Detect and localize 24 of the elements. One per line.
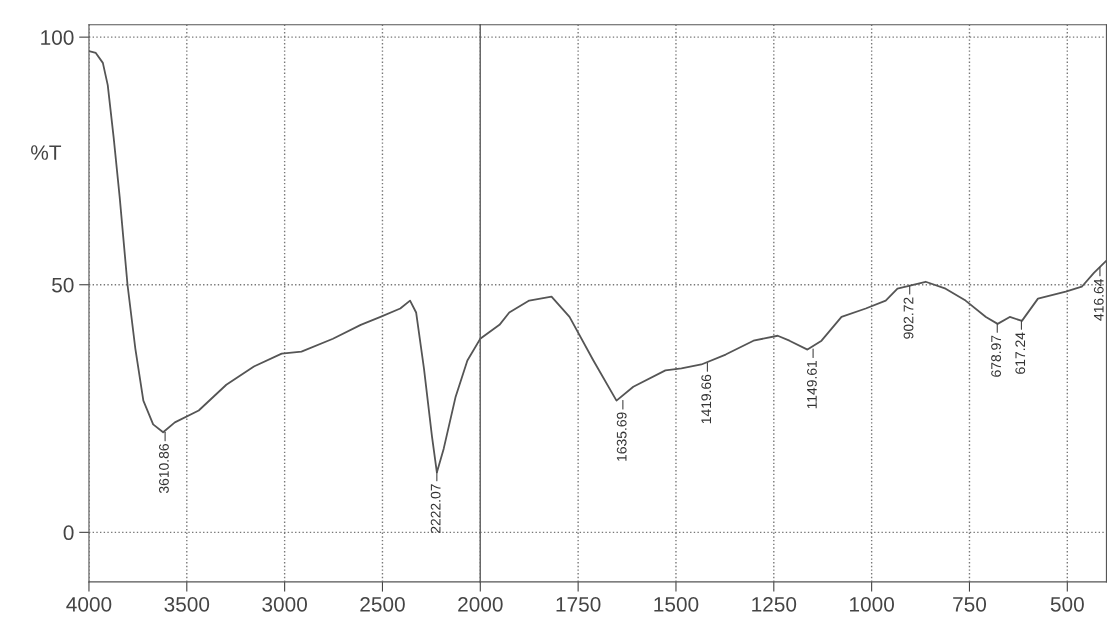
annotation: 3610.86 (159, 444, 169, 494)
x-tick-label: 4000 (66, 596, 112, 612)
annotation: 416.64 (1093, 278, 1104, 321)
x-tick-label: 500 (1050, 596, 1084, 612)
x-tick-label: 3000 (262, 596, 307, 612)
annotation: 1635.69 (616, 412, 627, 461)
annotation: 617.24 (1015, 332, 1026, 374)
annotation: 678.97 (991, 335, 1001, 377)
annotation: 1419.66 (701, 374, 712, 424)
x-tick-label: 750 (953, 596, 987, 612)
x-tick-label: 1500 (654, 596, 699, 612)
annotation: 902.72 (903, 297, 914, 339)
y-tick-label: 100 (41, 30, 74, 45)
x-tick-label: 1250 (752, 596, 797, 612)
annotation: 2222.07 (430, 484, 441, 534)
x-tick-label: 3500 (164, 596, 210, 612)
x-tick-label: 2500 (360, 596, 405, 612)
y-axis-title: %T (31, 145, 62, 160)
x-tick-label: 2000 (458, 596, 503, 612)
y-tick-label: 50 (52, 277, 74, 293)
x-tick-label: 1750 (556, 596, 601, 612)
y-tick-label: 0 (63, 525, 74, 541)
x-tick-label: 1000 (850, 596, 894, 612)
annotation: 1149.61 (806, 360, 817, 409)
